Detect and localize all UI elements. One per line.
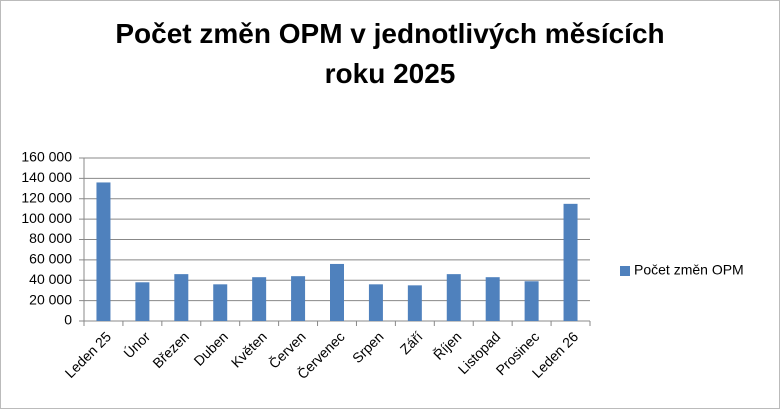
bar xyxy=(446,274,461,321)
y-tick-label: 120 000 xyxy=(21,189,72,205)
bar xyxy=(330,263,344,321)
y-tick-label: 140 000 xyxy=(21,169,72,185)
y-tick-label: 60 000 xyxy=(29,251,72,267)
y-tick-label: 160 000 xyxy=(21,149,72,165)
y-tick-label: 100 000 xyxy=(21,210,72,226)
bar xyxy=(96,182,111,321)
y-tick-label: 40 000 xyxy=(29,271,72,287)
bar xyxy=(368,284,383,321)
legend-swatch xyxy=(620,266,630,276)
legend-label: Počet změn OPM xyxy=(634,262,744,278)
bar xyxy=(524,281,539,321)
bar xyxy=(291,276,306,321)
bar xyxy=(174,274,189,321)
y-tick-label: 20 000 xyxy=(29,291,72,307)
chart-title: Počet změn OPM v jednotlivých měsících r… xyxy=(115,18,665,89)
bar xyxy=(407,285,422,321)
bar xyxy=(563,203,578,321)
bar xyxy=(485,277,500,321)
bar xyxy=(252,277,267,321)
y-tick-label: 0 xyxy=(64,312,72,328)
bar xyxy=(135,282,150,321)
bar xyxy=(213,284,228,321)
y-tick-label: 80 000 xyxy=(29,230,72,246)
